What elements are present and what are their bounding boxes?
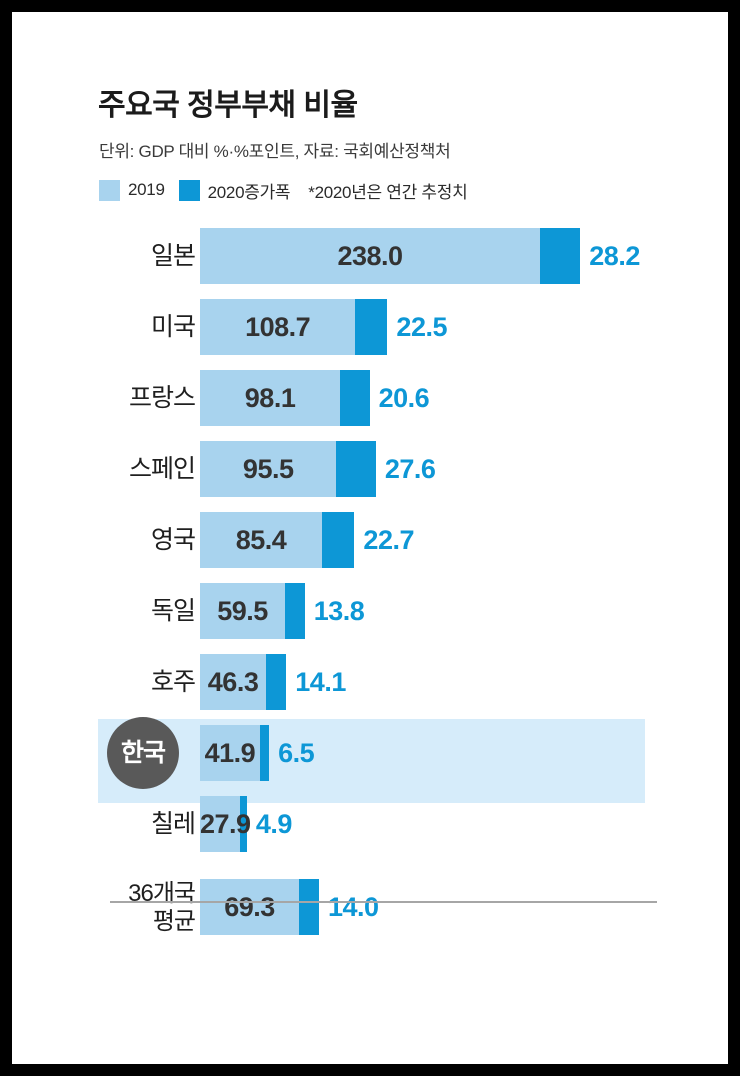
- table-row: 스페인 95.5 27.6: [12, 441, 728, 497]
- bar-segment-2020: [299, 879, 319, 935]
- bar-segment-2020: [540, 228, 581, 284]
- bar-segment-2020: [285, 583, 305, 639]
- value-label-2020: 22.7: [363, 525, 414, 555]
- value-label-2019: 27.9: [200, 809, 251, 839]
- country-label: 칠레: [150, 810, 196, 838]
- value-label-2020: 14.1: [295, 667, 346, 697]
- table-row: 호주 46.3 14.1: [12, 654, 728, 710]
- bar-segment-2020: [259, 725, 270, 781]
- bar-segment-2020: [239, 796, 247, 852]
- bar-segment-2020: [355, 299, 388, 355]
- value-label-2020: 13.8: [313, 596, 365, 626]
- bar-segment-2019: [200, 879, 299, 935]
- country-label: 영국: [150, 526, 196, 554]
- table-row: 미국 108.7 22.5: [12, 299, 728, 355]
- bar-segment-2020: [266, 654, 287, 710]
- value-label-2019: 108.7: [245, 312, 311, 342]
- country-label: 호주: [150, 668, 196, 696]
- value-label-2019: 98.1: [244, 383, 296, 413]
- country-label: 36개국 평균: [128, 880, 196, 935]
- country-label: 스페인: [128, 455, 196, 483]
- country-label: 미국: [150, 313, 196, 341]
- legend-label-2019: 2019: [128, 180, 165, 199]
- page-title: 주요국 정부부채 비율: [98, 89, 358, 122]
- table-row: 일본 238.0 28.2: [12, 228, 728, 284]
- bar-rows: 일본 238.0 28.2 미국 108.7 22.5 프랑스 98.1 20.6 스페인 95.5…: [12, 12, 728, 1064]
- value-label-2020: 6.5: [278, 738, 315, 768]
- country-label: 프랑스: [128, 384, 196, 412]
- value-label-2020: 14.0: [328, 892, 379, 922]
- value-label-2020: 4.9: [255, 809, 293, 839]
- table-row: 한국 41.9 6.5: [12, 717, 728, 803]
- legend-swatch-2019: [99, 179, 120, 201]
- highlight-band: [98, 719, 645, 803]
- chart-legend: 2019 2020증가폭 *2020년은 연간 추정치: [99, 178, 468, 202]
- value-label-2019: 41.9: [204, 738, 256, 768]
- value-label-2019: 46.3: [207, 667, 259, 697]
- table-row: 영국 85.4 22.7: [12, 512, 728, 568]
- bar-segment-2019: [200, 512, 322, 568]
- highlight-country-badge: 한국: [107, 717, 179, 789]
- bar-segment-2020: [336, 441, 376, 497]
- country-label: 독일: [150, 597, 196, 625]
- average-divider: [110, 901, 657, 903]
- value-label-2019: 238.0: [337, 241, 403, 271]
- bar-segment-2019: [200, 725, 260, 781]
- bar-segment-2019: [200, 654, 267, 710]
- table-row: 프랑스 98.1 20.6: [12, 370, 728, 426]
- table-row: 칠레 27.9 4.9: [12, 796, 728, 852]
- country-label: 일본: [150, 242, 196, 270]
- value-label-2020: 22.5: [396, 312, 447, 342]
- legend-swatch-2020: [178, 179, 200, 201]
- chart-subtitle: 단위: GDP 대비 %·%포인트, 자료: 국회예산정책처: [99, 142, 451, 161]
- value-label-2019: 95.5: [242, 454, 294, 484]
- bar-segment-2019: [200, 370, 341, 426]
- legend-label-2020: 2020증가폭: [207, 182, 291, 202]
- bar-segment-2019: [200, 299, 356, 355]
- value-label-2020: 27.6: [384, 454, 436, 484]
- value-label-2020: 28.2: [589, 241, 640, 271]
- bar-segment-2020: [340, 370, 370, 426]
- value-label-2019: 69.3: [224, 892, 275, 922]
- bar-segment-2019: [200, 583, 285, 639]
- legend-note: *2020년은 연간 추정치: [308, 182, 468, 202]
- table-row: 독일 59.5 13.8: [12, 583, 728, 639]
- value-label-2019: 59.5: [217, 596, 268, 626]
- table-row: 36개국 평균 69.3 14.0: [12, 879, 728, 935]
- bar-segment-2019: [200, 441, 337, 497]
- bar-segment-2019: [200, 796, 240, 852]
- bar-segment-2020: [322, 512, 355, 568]
- value-label-2019: 85.4: [235, 525, 287, 555]
- bar-segment-2019: [200, 228, 540, 284]
- chart-canvas: 주요국 정부부채 비율 단위: GDP 대비 %·%포인트, 자료: 국회예산정…: [12, 12, 728, 1064]
- value-label-2020: 20.6: [378, 383, 430, 413]
